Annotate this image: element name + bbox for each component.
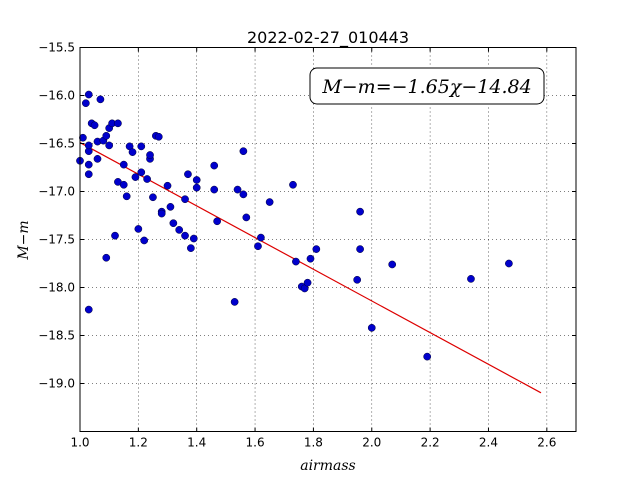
data-point [111,231,119,240]
data-points [76,90,513,361]
data-point [292,257,300,266]
data-point [166,203,175,211]
data-point [146,151,154,159]
data-point [303,278,312,287]
x-tick-label: 2.4 [479,436,498,450]
y-tick-label: −18.5 [38,329,75,343]
data-point [105,141,114,150]
data-point [157,209,166,218]
fit-line-group [79,142,542,394]
y-tick-label: −17.5 [38,233,75,247]
y-tick-labels: −15.5 −16.0 −16.5 −17.0 −17.5 −18.0 −18.5 −19.0 [38,41,75,391]
data-point [192,183,201,192]
data-point [254,242,262,251]
data-point [467,275,475,283]
data-point [137,168,146,177]
data-point [131,173,140,181]
y-tick-label: −19.0 [38,377,75,391]
data-point [102,253,111,262]
data-point [181,231,189,240]
y-tick-label: −16.0 [38,89,75,103]
data-point [140,236,149,245]
x-axis-label: airmass [300,458,356,474]
data-point [96,95,105,104]
data-point [423,352,432,361]
data-point [114,119,122,128]
data-point [505,259,513,268]
data-point [289,180,297,189]
fit-line [79,142,542,394]
y-tick-label: −17.0 [38,185,75,199]
x-tick-label: 1.2 [129,436,148,450]
data-point [169,219,178,228]
axis-ticks [79,47,576,432]
y-tick-label: −18.0 [38,281,75,295]
y-tick-label: −16.5 [38,137,75,151]
x-tick-label: 2.6 [537,436,556,450]
data-point [356,245,364,253]
data-point [367,323,376,332]
x-tick-label: 1.8 [304,436,323,450]
data-point [233,185,242,194]
data-point [154,132,163,141]
data-point [84,305,93,314]
data-point [306,254,315,263]
data-point [257,233,265,242]
x-tick-label: 2.0 [362,436,381,450]
data-point [137,142,146,151]
data-point [239,190,248,199]
data-point [192,176,201,184]
data-point [242,213,251,222]
x-tick-label: 1.0 [70,436,89,450]
x-tick-label: 1.4 [187,436,206,450]
x-tick-label: 2.2 [421,436,440,450]
data-point [84,141,93,150]
data-point [181,195,189,204]
x-tick-label: 1.6 [246,436,265,450]
data-point [128,148,137,156]
data-point [353,275,362,284]
equation-box [309,67,545,105]
data-point [187,244,195,252]
data-point [122,192,131,201]
data-point [210,185,219,194]
data-point [119,160,128,169]
data-point [213,217,221,226]
data-point [189,234,198,243]
data-point [184,170,192,179]
data-point [163,181,172,190]
data-point [84,160,93,169]
data-point [84,170,93,179]
data-point [143,175,151,183]
equation-text: M−m=−1.65χ−14.84 [321,76,531,98]
data-point [149,193,157,202]
data-point [312,245,321,253]
data-point [84,90,93,99]
data-point [90,121,99,130]
data-point [356,207,364,216]
data-point [388,260,397,269]
data-point [175,226,184,234]
data-point [79,133,87,142]
data-point [93,155,102,163]
data-point [265,198,274,206]
equation-annotation: M−m=−1.65χ−14.84 [309,67,545,105]
data-point [119,180,128,189]
y-tick-label: −15.5 [38,41,75,55]
data-point [102,131,111,140]
chart-title: 2022-02-27_010443 [247,28,409,48]
data-point [81,99,90,108]
data-point [230,298,239,306]
data-point [134,225,143,233]
data-point [239,147,248,156]
x-tick-labels: 1.0 1.2 1.4 1.6 1.8 2.0 2.2 2.4 2.6 [70,436,556,450]
y-axis-label: M−m [16,220,32,260]
data-point [210,161,219,170]
